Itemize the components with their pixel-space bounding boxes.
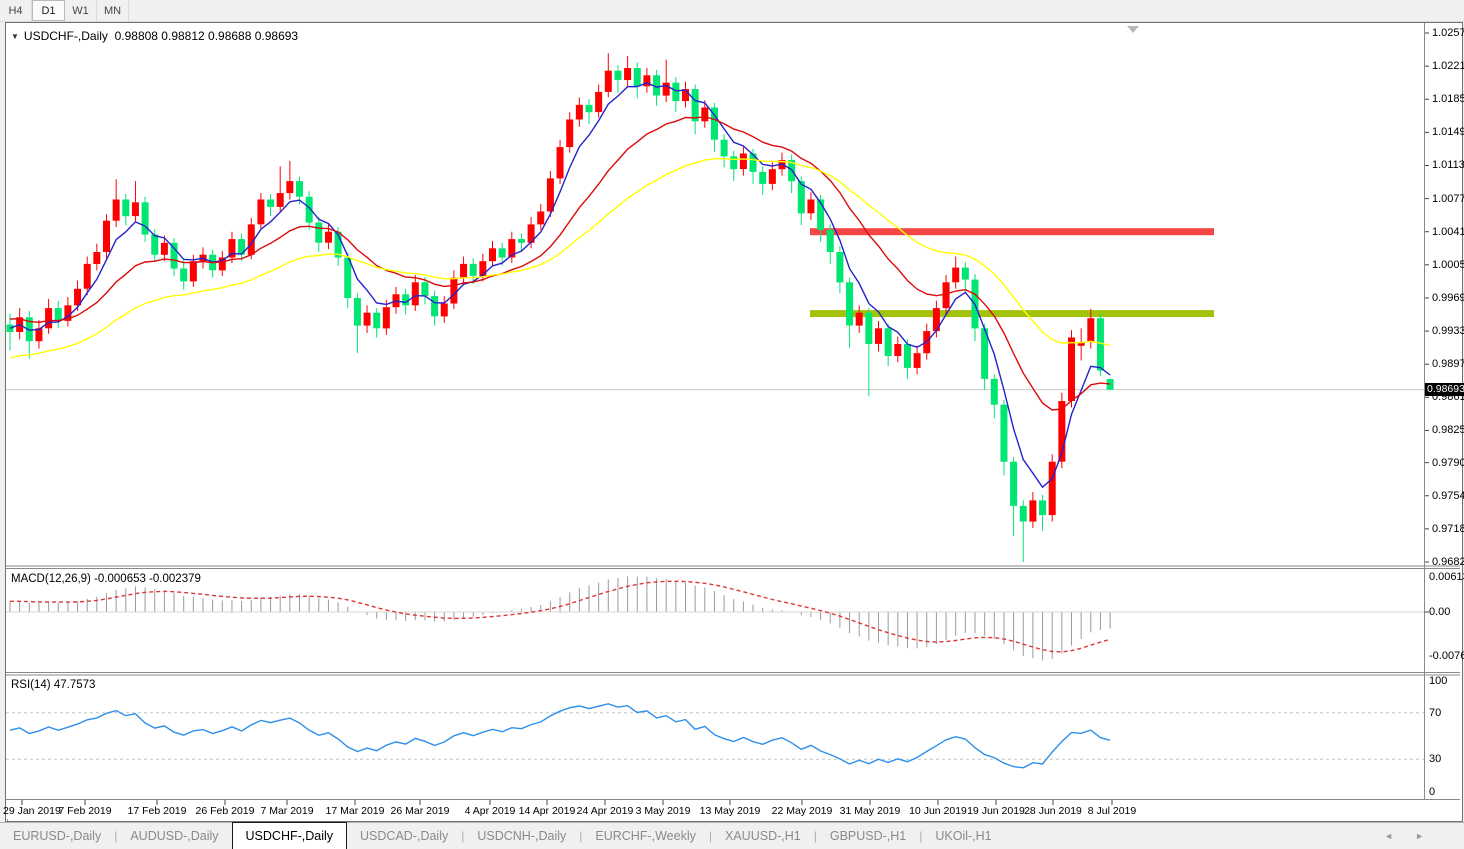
date-tick-label: 7 Feb 2019 (58, 805, 112, 817)
chart-title: ▼ USDCHF-,Daily 0.98808 0.98812 0.98688 0… (11, 29, 298, 43)
symbol-tab-eurchfweekly[interactable]: EURCHF-,Weekly (595, 829, 696, 843)
price-tick-label: 1.00410 (1432, 225, 1464, 238)
tab-separator: | (708, 829, 712, 843)
tab-separator: | (461, 829, 465, 843)
date-tick-label: 26 Feb 2019 (195, 805, 255, 817)
timeframe-button-w1[interactable]: W1 (65, 0, 97, 21)
price-tick-label: 1.02210 (1432, 60, 1464, 73)
date-tick-label: 3 May 2019 (635, 805, 691, 817)
macd-pane-label: MACD(12,26,9) -0.000653 -0.002379 (11, 573, 201, 585)
symbol-tab-eurusddaily[interactable]: EURUSD-,Daily (13, 829, 102, 843)
indicator-tick-label: 0.00613 (1429, 571, 1464, 583)
tab-scroll-left-icon[interactable]: ◄ (1384, 831, 1394, 841)
chart-symbol-label: USDCHF-,Daily (23, 29, 108, 43)
autoscroll-marker-icon (1127, 26, 1139, 33)
timeframe-button-d1[interactable]: D1 (32, 0, 65, 21)
date-tick-label: 22 May 2019 (771, 805, 833, 817)
price-tick-label: 1.01850 (1432, 93, 1464, 106)
date-tick-label: 19 Jun 2019 (967, 805, 1025, 817)
date-tick-label: 13 May 2019 (699, 805, 761, 817)
indicator-tick-label: 100 (1429, 675, 1448, 687)
symbol-tab-usdcnhdaily[interactable]: USDCNH-,Daily (477, 829, 567, 843)
indicator-tick-label: 0 (1429, 786, 1436, 798)
symbol-tabs: EURUSD-,Daily | AUDUSD-,Daily USDCHF-,Daily… (0, 822, 1005, 849)
timeframe-toolbar: H4 D1 W1 MN (0, 0, 1464, 22)
tab-separator: | (114, 829, 118, 843)
price-tick-label: 1.00770 (1432, 192, 1464, 205)
date-tick-label: 24 Apr 2019 (576, 805, 634, 817)
date-tick-label: 17 Feb 2019 (127, 805, 187, 817)
date-tick-label: 7 Mar 2019 (260, 805, 314, 817)
symbol-tab-audusddaily[interactable]: AUDUSD-,Daily (130, 829, 219, 843)
date-tick-label: 4 Apr 2019 (464, 805, 516, 817)
symbol-tab-usdcaddaily[interactable]: USDCAD-,Daily (360, 829, 449, 843)
date-tick-label: 31 May 2019 (839, 805, 901, 817)
symbol-tab-gbpusdh1[interactable]: GBPUSD-,H1 (829, 829, 907, 843)
level-resistance-upper (810, 228, 1214, 236)
timeframe-button-h4[interactable]: H4 (0, 0, 32, 21)
indicator-tick-label: 30 (1429, 753, 1442, 766)
date-tick-label: 29 Jan 2019 (3, 805, 61, 817)
date-tick-label: 14 Apr 2019 (518, 805, 576, 817)
date-tick-label: 17 Mar 2019 (325, 805, 385, 817)
tab-separator: | (813, 829, 817, 843)
tab-separator: | (919, 829, 923, 843)
symbol-tabbar: EURUSD-,Daily | AUDUSD-,Daily USDCHF-,Daily… (0, 822, 1464, 849)
date-tick-label: 10 Jun 2019 (909, 805, 967, 817)
tab-separator: | (579, 829, 583, 843)
timeframe-button-mn[interactable]: MN (97, 0, 129, 21)
indicator-tick-label: 70 (1429, 706, 1442, 719)
chart-collapse-icon[interactable]: ▼ (11, 32, 19, 41)
date-tick-label: 26 Mar 2019 (390, 805, 450, 817)
tab-scroll-controls: ◄ ► (1384, 823, 1424, 849)
price-tick-label: 1.01130 (1432, 159, 1464, 172)
date-tick-label: 28 Jun 2019 (1024, 805, 1082, 817)
symbol-tab-ukoilh1[interactable]: UKOil-,H1 (935, 829, 992, 843)
tab-scroll-right-icon[interactable]: ► (1415, 831, 1424, 841)
current-price-badge: 0.98693 (1425, 383, 1464, 396)
chart-ohlc-values: 0.98808 0.98812 0.98688 0.98693 (114, 29, 299, 43)
symbol-tab-xauusdh1[interactable]: XAUUSD-,H1 (725, 829, 801, 843)
indicator-tick-label: 0.00 (1429, 606, 1451, 618)
level-resistance-lower (810, 310, 1214, 318)
date-tick-label: 8 Jul 2019 (1087, 805, 1137, 817)
symbol-tab-usdchfdaily[interactable]: USDCHF-,Daily (231, 822, 348, 849)
indicator-tick-label: -0.007612 (1429, 650, 1464, 662)
price-tick-label: 1.02570 (1432, 27, 1464, 39)
rsi-pane-label: RSI(14) 47.7573 (11, 679, 96, 691)
price-tick-label: 1.01490 (1432, 126, 1464, 139)
